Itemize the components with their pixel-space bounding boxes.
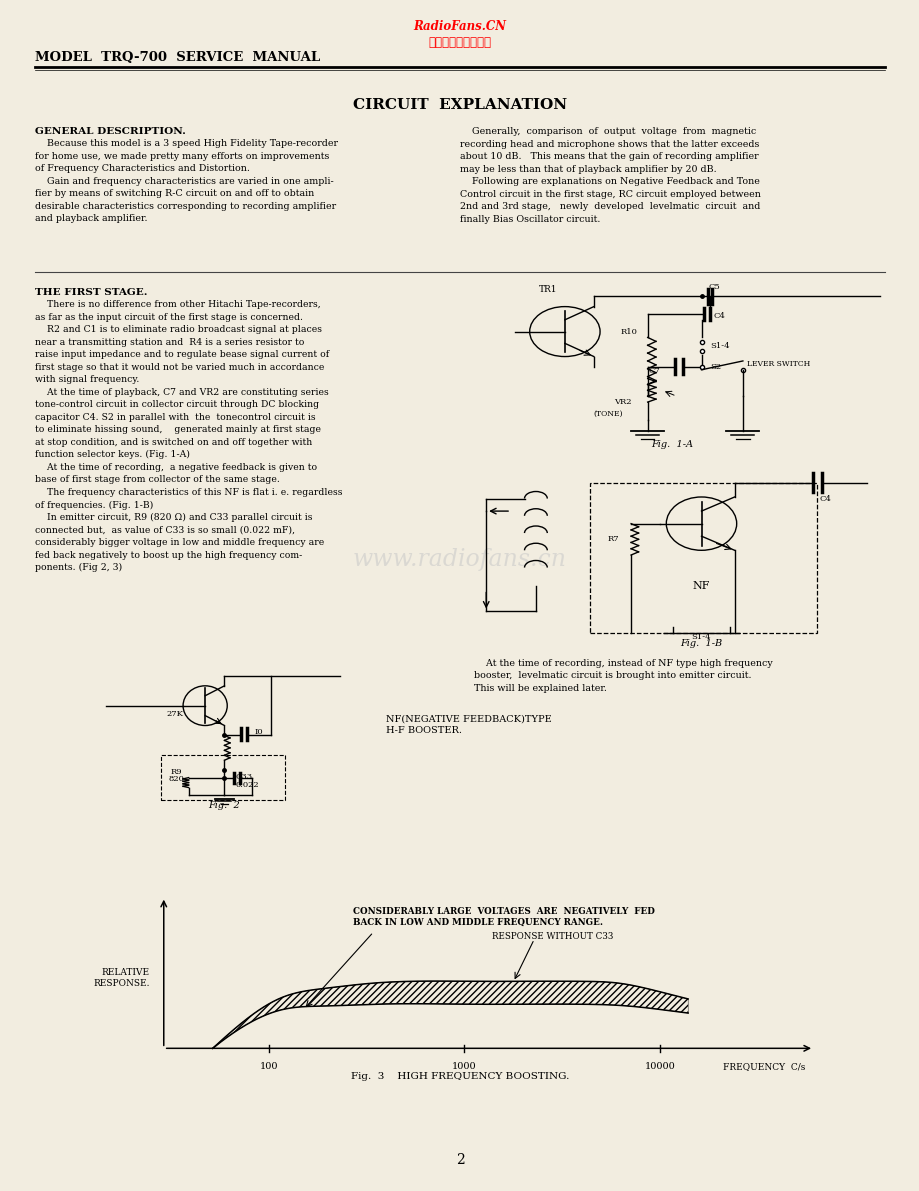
Text: C7: C7 <box>648 367 660 375</box>
Text: 收音机爱好者资料库: 收音机爱好者资料库 <box>428 36 491 49</box>
Text: Generally,  comparison  of  output  voltage  from  magnetic
recording head and m: Generally, comparison of output voltage … <box>460 127 760 224</box>
Text: S2: S2 <box>709 363 720 370</box>
Text: There is no difference from other Hitachi Tape-recorders,
as far as the input ci: There is no difference from other Hitach… <box>35 300 342 573</box>
Text: Because this model is a 3 speed High Fidelity Tape-recorder
for home use, we mad: Because this model is a 3 speed High Fid… <box>35 139 337 224</box>
Text: FREQUENCY  C/s: FREQUENCY C/s <box>722 1062 805 1072</box>
Text: RELATIVE
RESPONSE.: RELATIVE RESPONSE. <box>93 968 150 987</box>
Text: Fig.  1-A: Fig. 1-A <box>651 441 693 449</box>
Text: 100: 100 <box>259 1062 278 1072</box>
Text: LEVER SWITCH: LEVER SWITCH <box>746 360 810 368</box>
Text: GENERAL DESCRIPTION.: GENERAL DESCRIPTION. <box>35 127 186 137</box>
Text: (TONE): (TONE) <box>593 410 622 418</box>
Text: S1-4: S1-4 <box>709 342 729 350</box>
Text: S1-4: S1-4 <box>691 634 710 641</box>
Text: 2: 2 <box>455 1153 464 1167</box>
Text: C5: C5 <box>708 283 719 291</box>
Text: Fig.  1-B: Fig. 1-B <box>680 638 721 648</box>
Text: 10000: 10000 <box>644 1062 675 1072</box>
Bar <box>589 482 817 634</box>
Text: www.radiofans.cn: www.radiofans.cn <box>353 548 566 572</box>
Text: R9: R9 <box>170 768 182 775</box>
Text: 820: 820 <box>168 775 184 784</box>
Text: At the time of recording, instead of NF type high frequency
booster,  levelmatic: At the time of recording, instead of NF … <box>473 659 772 693</box>
Text: C4: C4 <box>819 494 831 503</box>
Text: 0.022: 0.022 <box>235 781 259 790</box>
Text: RESPONSE WITHOUT C33: RESPONSE WITHOUT C33 <box>492 933 613 941</box>
Text: 1000: 1000 <box>451 1062 476 1072</box>
Text: THE FIRST STAGE.: THE FIRST STAGE. <box>35 288 147 298</box>
Text: VR2: VR2 <box>613 398 630 406</box>
Text: R10: R10 <box>620 328 637 336</box>
Text: Fig.  2: Fig. 2 <box>209 800 240 810</box>
Text: C4: C4 <box>713 312 725 320</box>
Text: NF(NEGATIVE FEEDBACK)TYPE
H-F BOOSTER.: NF(NEGATIVE FEEDBACK)TYPE H-F BOOSTER. <box>386 715 551 735</box>
Text: MODEL  TRQ-700  SERVICE  MANUAL: MODEL TRQ-700 SERVICE MANUAL <box>35 51 320 64</box>
Text: Fig.  3    HIGH FREQUENCY BOOSTING.: Fig. 3 HIGH FREQUENCY BOOSTING. <box>350 1072 569 1081</box>
Text: TR1: TR1 <box>539 285 557 293</box>
Text: CIRCUIT  EXPLANATION: CIRCUIT EXPLANATION <box>353 98 566 112</box>
Text: I0: I0 <box>255 728 263 736</box>
Bar <box>161 755 285 800</box>
Text: C33: C33 <box>235 773 253 780</box>
Text: NF: NF <box>692 581 709 592</box>
Text: R7: R7 <box>607 535 618 543</box>
Text: CONSIDERABLY LARGE  VOLTAGES  ARE  NEGATIVELY  FED
BACK IN LOW AND MIDDLE FREQUE: CONSIDERABLY LARGE VOLTAGES ARE NEGATIVE… <box>352 908 653 927</box>
Text: 27K: 27K <box>166 710 183 718</box>
Text: RadioFans.CN: RadioFans.CN <box>413 20 506 33</box>
